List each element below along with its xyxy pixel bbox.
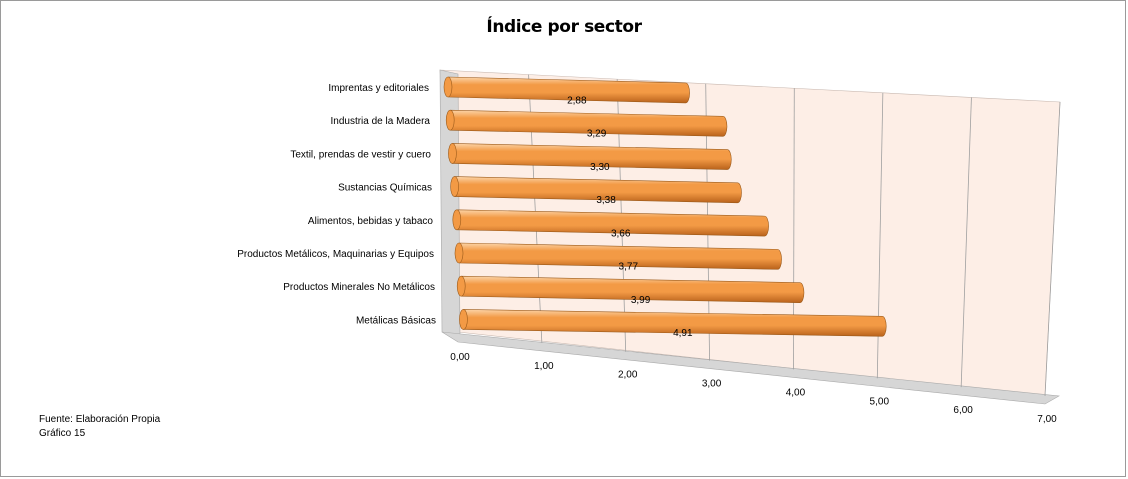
bar: 3,77 <box>454 242 782 273</box>
chart-title: Índice por sector <box>486 17 642 37</box>
x-tick-label: 3,00 <box>702 379 722 390</box>
data-label: 3,66 <box>611 228 631 239</box>
x-tick-label: 4,00 <box>786 387 806 398</box>
data-label: 3,99 <box>631 295 651 306</box>
source-note: Fuente: Elaboración Propia <box>39 414 161 425</box>
bar: 3,29 <box>445 109 728 140</box>
x-tick-labels: 0,00 1,00 2,00 3,00 4,00 5,00 6,00 7,00 <box>450 352 1057 425</box>
figure-number: Gráfico 15 <box>39 428 86 439</box>
x-tick-label: 6,00 <box>953 405 973 416</box>
x-tick-label: 5,00 <box>870 396 890 407</box>
data-label: 4,91 <box>673 328 693 339</box>
bar: 4,91 <box>459 309 887 339</box>
category-label: Metálicas Básicas <box>356 315 436 326</box>
category-label: Productos Minerales No Metálicos <box>283 282 435 293</box>
bar: 3,66 <box>452 209 769 239</box>
x-tick-label: 7,00 <box>1037 414 1057 425</box>
bar: 2,88 <box>443 76 690 106</box>
gridline <box>960 97 972 388</box>
data-label: 3,29 <box>587 129 607 140</box>
category-label: Textil, prendas de vestir y cuero <box>290 149 431 160</box>
floor <box>441 331 1060 405</box>
data-label: 3,38 <box>596 195 616 206</box>
category-labels: Imprentas y editoriales Industria de la M… <box>237 83 436 326</box>
bar: 3,38 <box>450 176 742 206</box>
category-label: Sustancias Químicas <box>338 183 432 194</box>
bar: 3,30 <box>448 143 732 173</box>
category-label: Productos Metálicos, Maquinarias y Equip… <box>237 249 434 260</box>
bar: 3,99 <box>456 275 805 306</box>
category-label: Imprentas y editoriales <box>328 83 429 94</box>
x-tick-label: 2,00 <box>618 370 638 381</box>
data-label: 3,77 <box>619 262 639 273</box>
x-tick-label: 1,00 <box>534 361 554 372</box>
category-label: Industria de la Madera <box>330 116 430 127</box>
bars: 2,88 3,29 3,30 3,38 3,66 3,77 3,99 4,91 <box>443 76 887 339</box>
data-label: 2,88 <box>567 95 587 106</box>
gridline <box>1044 101 1061 397</box>
x-tick-label: 0,00 <box>450 352 470 363</box>
category-label: Alimentos, bebidas y tabaco <box>308 216 434 227</box>
data-label: 3,30 <box>590 162 610 173</box>
